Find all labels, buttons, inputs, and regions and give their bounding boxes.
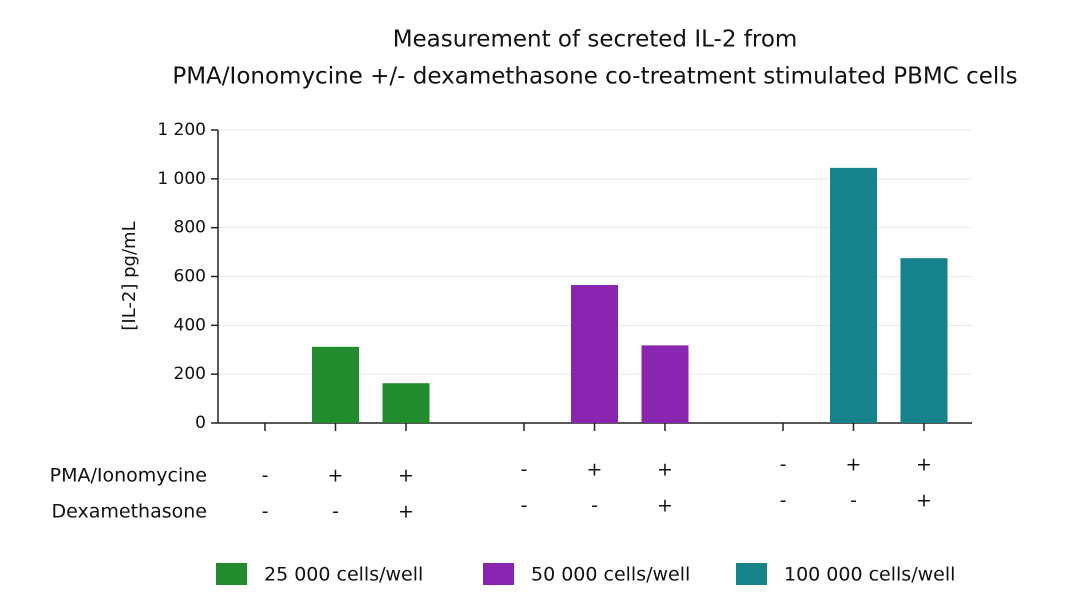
y-tick-label: 600 [174,267,206,287]
x-tick-label: - [780,490,787,512]
x-tick-label: + [398,465,414,487]
x-tick-label: - [521,495,528,517]
x-tick-label: - [332,501,339,523]
x-tick-label: - [262,465,269,487]
bar [830,167,877,423]
y-tick-label: 1 000 [157,169,206,189]
y-tick-label: 400 [174,315,206,335]
x-tick-label: - [780,454,787,476]
x-tick-label: + [846,454,862,476]
x-tick-label: - [850,490,857,512]
bar [900,258,948,423]
row-label: PMA/Ionomycine [50,465,207,487]
x-tick-label: - [521,459,528,481]
legend-label: 100 000 cells/well [784,564,955,586]
x-tick-label: - [262,501,269,523]
y-tick-label: 0 [195,413,206,433]
chart-title: Measurement of secreted IL-2 from [393,27,798,53]
x-tick-label: + [657,495,673,517]
x-tick-label: + [398,501,414,523]
legend-swatch [483,563,514,585]
bar [382,383,430,423]
y-tick-label: 200 [174,364,206,384]
legend-label: 25 000 cells/well [264,564,423,586]
x-tick-label: + [657,459,673,481]
y-tick-label: 1 200 [157,120,206,140]
y-tick-label: 800 [174,218,206,238]
legend-swatch [736,563,767,585]
x-tick-label: + [587,459,603,481]
legend-swatch [216,563,247,585]
bar [571,285,618,423]
bar [641,345,689,423]
x-tick-label: + [916,490,932,512]
y-axis-label: [IL-2] pg/mL [119,221,140,330]
x-tick-label: + [328,465,344,487]
chart-title: PMA/Ionomycine +/- dexamethasone co-trea… [172,64,1017,90]
x-tick-label: + [916,454,932,476]
legend-label: 50 000 cells/well [531,564,690,586]
row-label: Dexamethasone [52,501,207,523]
bar [312,346,359,423]
x-tick-label: - [591,495,598,517]
